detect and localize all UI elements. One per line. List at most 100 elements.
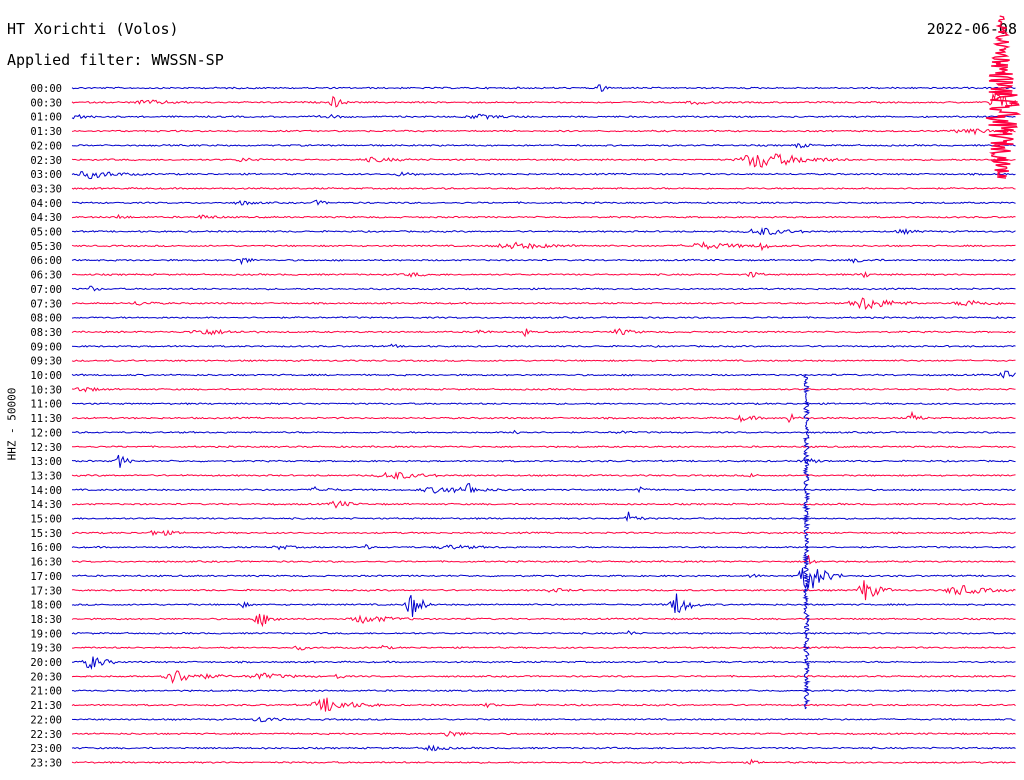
trace-line	[71, 744, 1016, 752]
time-tick-label: 09:30	[30, 356, 62, 368]
trace-line	[71, 555, 1016, 565]
trace-line	[71, 90, 1016, 108]
trace-line	[71, 730, 1016, 737]
trace-line	[72, 226, 1016, 236]
trace-line	[71, 213, 1016, 220]
time-tick-label: 14:30	[30, 499, 62, 511]
trace-line	[71, 471, 1016, 481]
trace-line	[72, 644, 1016, 651]
time-tick-label: 10:30	[30, 384, 62, 396]
trace-line	[71, 500, 1016, 509]
time-tick-label: 16:30	[30, 557, 62, 569]
trace-line	[71, 171, 1016, 180]
time-tick-label: 16:00	[30, 542, 62, 554]
time-tick-label: 19:30	[30, 643, 62, 655]
time-tick-label: 08:00	[30, 313, 62, 325]
large-event-trace	[985, 15, 1022, 179]
time-tick-label: 00:30	[30, 97, 62, 109]
time-tick-label: 17:00	[30, 571, 62, 583]
trace-line	[71, 697, 1016, 712]
time-tick-label: 18:00	[30, 600, 62, 612]
trace-line	[71, 327, 1016, 338]
trace-line	[71, 543, 1016, 551]
trace-line	[71, 343, 1016, 348]
station-title: HT Xorichti (Volos)	[7, 20, 179, 38]
trace-line	[71, 386, 1016, 393]
time-tick-label: 13:00	[30, 456, 62, 468]
time-tick-label: 08:30	[30, 327, 62, 339]
time-tick-label: 04:30	[30, 212, 62, 224]
trace-line	[71, 143, 1016, 149]
time-tick-label: 19:00	[30, 628, 62, 640]
trace-line	[72, 297, 1016, 310]
time-tick-label: 21:00	[30, 686, 62, 698]
time-tick-label: 13:30	[30, 470, 62, 482]
time-tick-label: 03:30	[30, 183, 62, 195]
time-tick-label: 21:30	[30, 700, 62, 712]
trace-line	[71, 128, 1016, 136]
trace-line	[71, 670, 1016, 685]
time-tick-label: 11:00	[30, 399, 62, 411]
time-tick-label: 05:30	[30, 241, 62, 253]
time-tick-label: 23:30	[30, 757, 62, 769]
trace-line	[71, 483, 1016, 494]
trace-line	[71, 359, 1016, 363]
trace-line	[71, 454, 1016, 468]
time-tick-label: 20:30	[30, 671, 62, 683]
time-tick-label: 20:00	[30, 657, 62, 669]
time-tick-label: 12:30	[30, 442, 62, 454]
trace-line	[71, 716, 1016, 723]
trace-line	[71, 580, 1016, 601]
time-tick-label: 06:30	[30, 270, 62, 282]
time-tick-label: 10:00	[30, 370, 62, 382]
trace-line	[72, 689, 1016, 693]
trace-line	[71, 402, 1016, 406]
time-tick-label: 22:30	[30, 729, 62, 741]
trace-line	[71, 567, 1016, 589]
trace-line	[72, 656, 1016, 670]
time-tick-label: 03:00	[30, 169, 62, 181]
trace-line	[71, 410, 1016, 424]
trace-line	[71, 316, 1016, 320]
time-tick-label: 12:00	[30, 427, 62, 439]
time-tick-label: 15:30	[30, 528, 62, 540]
trace-line	[71, 113, 1016, 120]
trace-line	[71, 153, 1016, 168]
time-tick-label: 14:00	[30, 485, 62, 497]
trace-line	[71, 285, 1016, 292]
trace-line	[71, 241, 1016, 252]
time-tick-label: 04:00	[30, 198, 62, 210]
trace-line	[71, 187, 1016, 190]
time-tick-label: 15:00	[30, 514, 62, 526]
time-tick-label: 01:00	[30, 112, 62, 124]
trace-line	[71, 445, 1016, 449]
trace-line	[71, 84, 1016, 92]
time-tick-label: 07:30	[30, 298, 62, 310]
trace-line	[71, 270, 1016, 279]
time-tick-label: 00:00	[30, 83, 62, 95]
trace-line	[71, 429, 1016, 435]
time-tick-label: 02:30	[30, 155, 62, 167]
trace-line	[71, 593, 1016, 617]
time-tick-label: 01:30	[30, 126, 62, 138]
trace-line	[71, 370, 1016, 379]
time-tick-label: 11:30	[30, 413, 62, 425]
filter-label: Applied filter: WWSSN-SP	[7, 51, 224, 69]
trace-line	[71, 758, 1016, 765]
time-tick-label: 09:00	[30, 341, 62, 353]
time-tick-label: 07:00	[30, 284, 62, 296]
trace-line	[71, 511, 1016, 523]
time-tick-label: 06:00	[30, 255, 62, 267]
trace-line	[71, 613, 1016, 628]
time-tick-label: 18:30	[30, 614, 62, 626]
large-event-trace	[801, 374, 811, 710]
time-tick-label: 23:00	[30, 743, 62, 755]
time-tick-label: 05:00	[30, 227, 62, 239]
time-tick-label: 22:00	[30, 714, 62, 726]
time-tick-label: 17:30	[30, 585, 62, 597]
trace-line	[71, 630, 1016, 636]
trace-line	[71, 257, 1016, 266]
trace-line	[71, 529, 1016, 537]
date-label: 2022-06-08	[926, 20, 1017, 38]
